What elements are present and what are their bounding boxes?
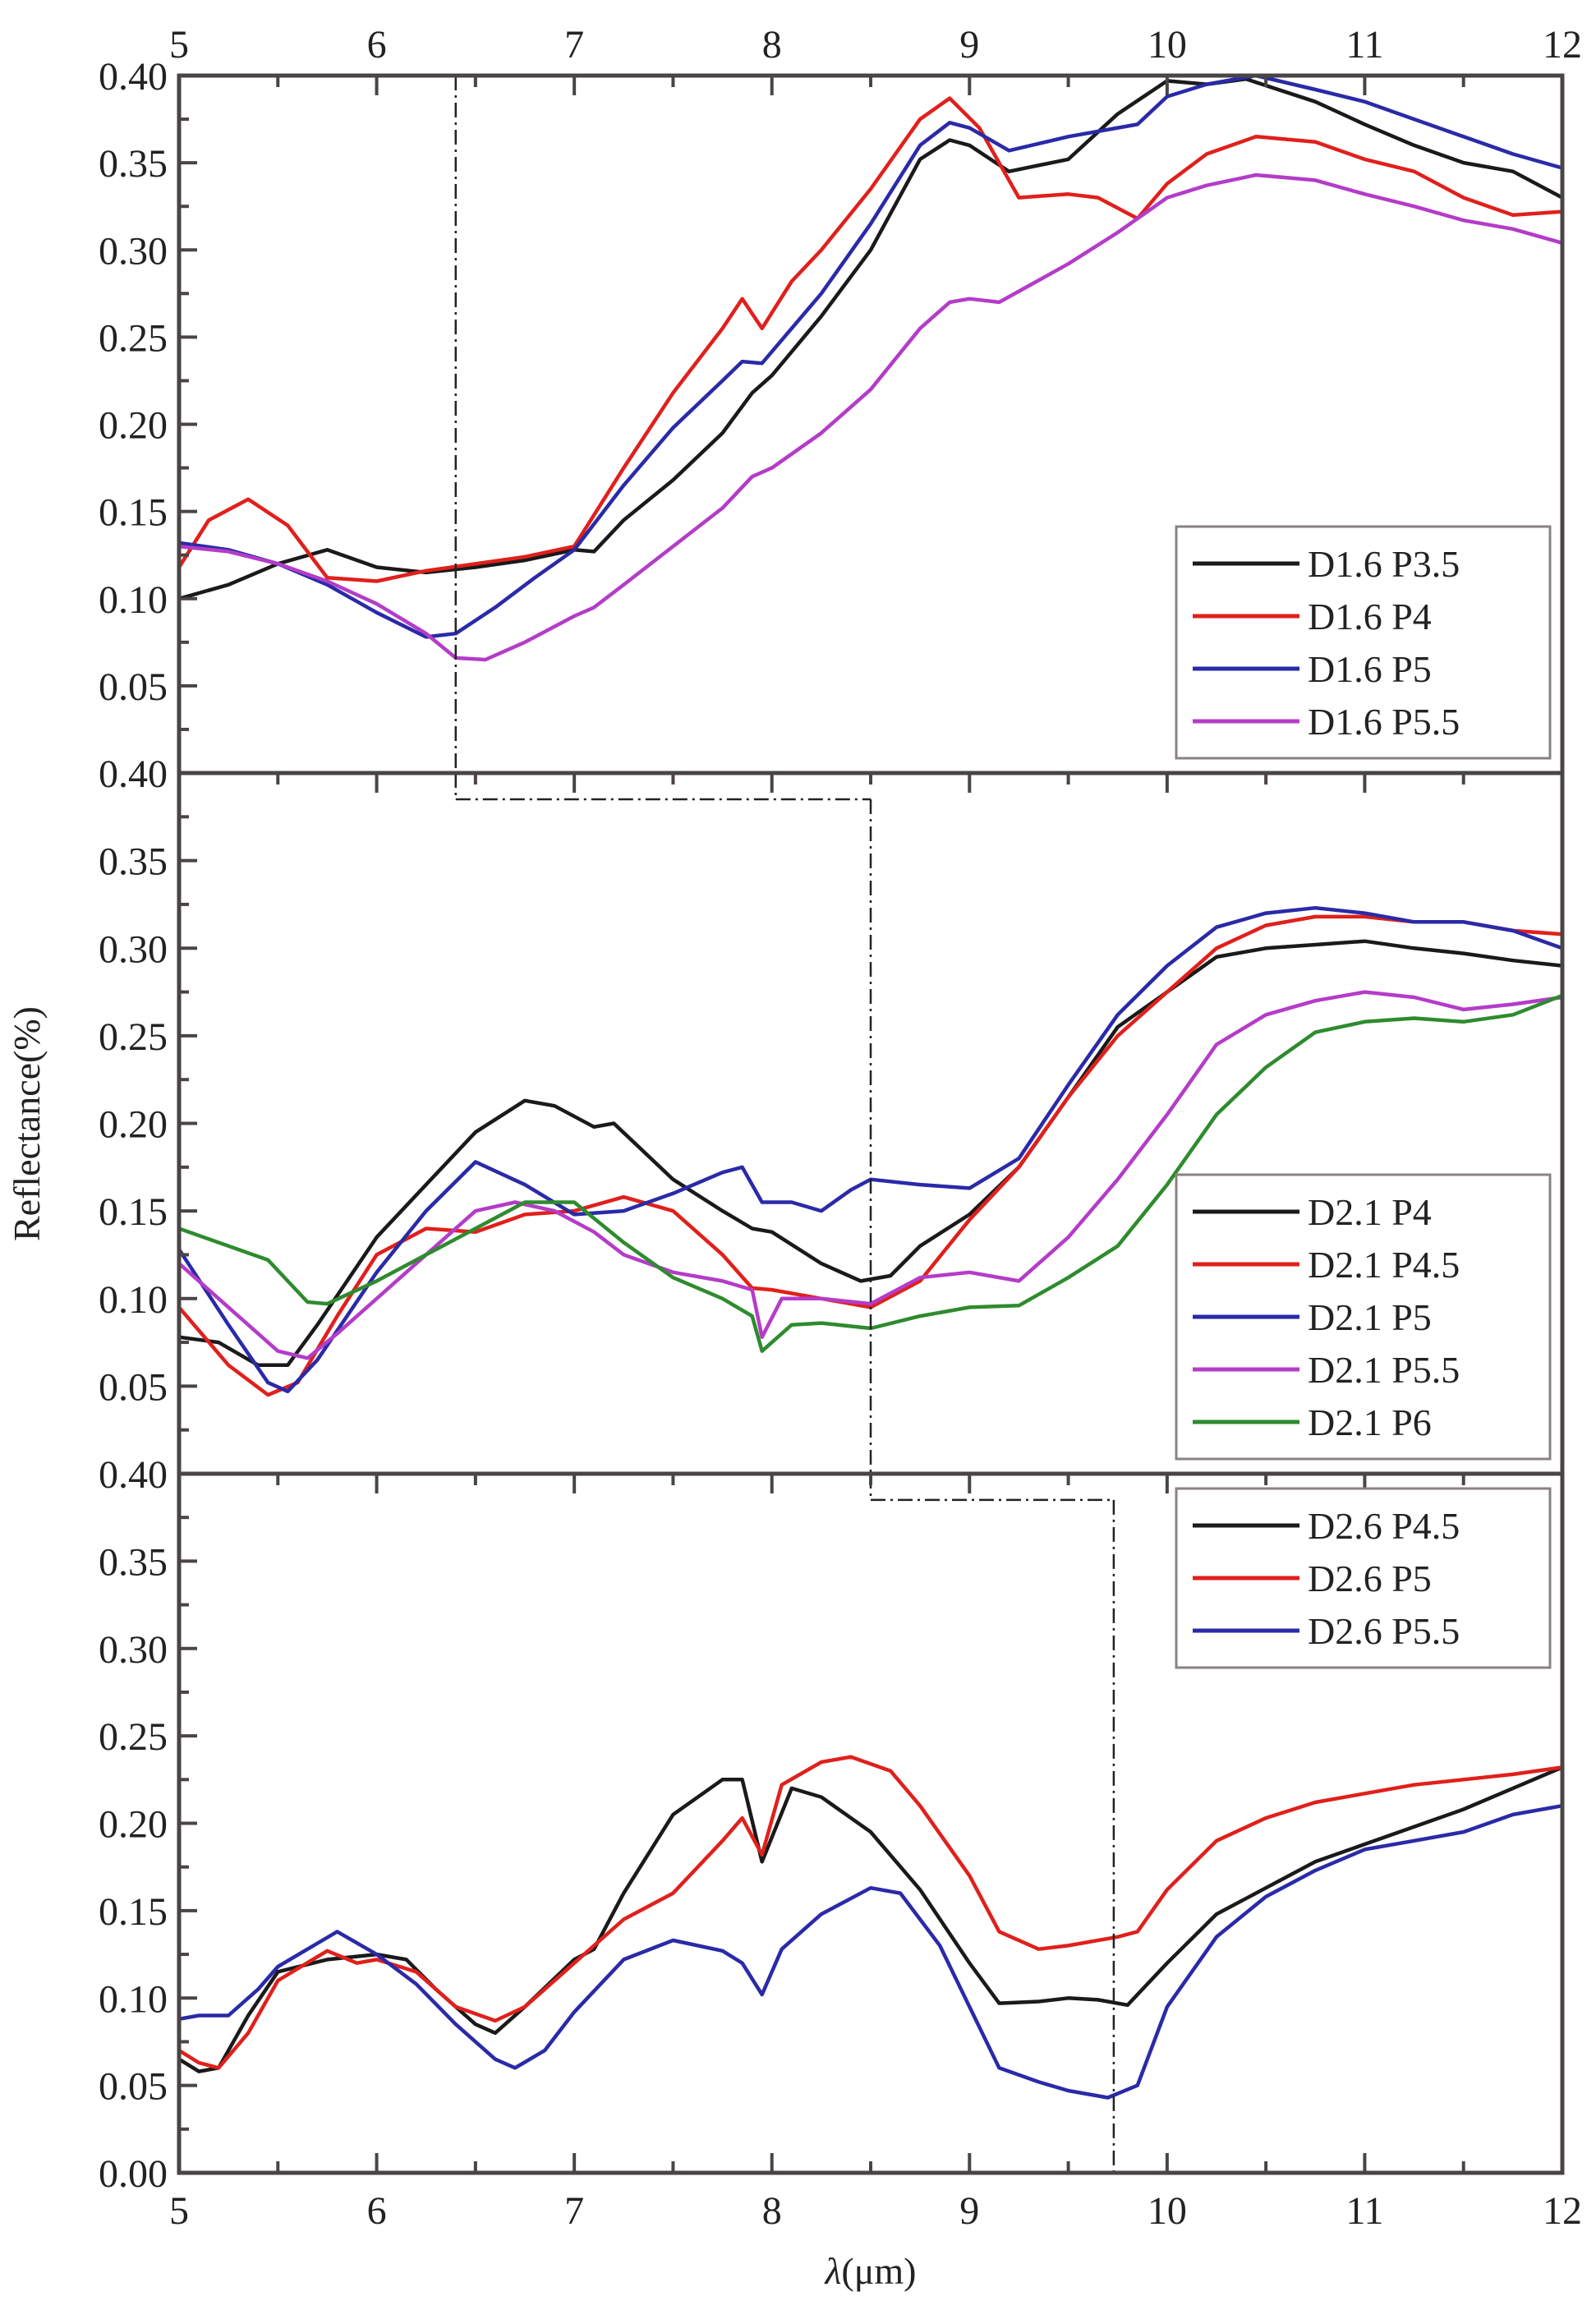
x-axis-unit: (μm)	[841, 2250, 916, 2292]
legend-item: D2.1 P5	[1193, 1296, 1432, 1338]
x-tick-label-bottom: 11	[1345, 2189, 1383, 2233]
x-tick-label-bottom: 12	[1543, 2189, 1582, 2233]
panel-1: 0.05 0.10 0.15 0.20 0.25 0.30 0.35 0.40 D1.6 P3.…	[99, 55, 1565, 775]
y-tick-label: 0.30	[99, 1628, 168, 1672]
legend-item: D1.6 P5	[1193, 648, 1432, 690]
y-tick-label: 0.35	[99, 840, 168, 884]
y-axis-title: Reflectance(%)	[6, 1006, 48, 1241]
legend-label: D1.6 P3.5	[1308, 543, 1460, 585]
y-tick-label: 0.40	[99, 55, 168, 99]
y-tick-label: 0.40	[99, 752, 168, 796]
x-tick-label-top: 9	[959, 23, 979, 67]
panels-layer: 0.05 0.10 0.15 0.20 0.25 0.30 0.35 0.40 D1.6 P3.…	[99, 23, 1582, 2233]
x-tick-label-top: 7	[564, 23, 584, 67]
x-axis-title: λ(μm)	[823, 2250, 916, 2292]
series-line-d2-6-p4-5	[177, 1765, 1565, 2073]
legend-label: D1.6 P5	[1308, 648, 1432, 690]
panel-3: 0.00 0.05 0.10 0.15 0.20 0.25 0.30 0.35 0.40 D2.6…	[99, 1453, 1565, 2196]
x-axis-symbol: λ	[823, 2250, 841, 2292]
legend-label: D2.6 P4.5	[1308, 1505, 1460, 1547]
y-tick-label: 0.35	[99, 1540, 168, 1584]
legend-label: D2.1 P5.5	[1308, 1349, 1460, 1391]
x-tick-label-top: 8	[762, 23, 782, 67]
legend-item: D1.6 P5.5	[1193, 701, 1460, 743]
legend-item: D2.6 P5.5	[1193, 1610, 1460, 1652]
y-tick-label: 0.05	[99, 2065, 168, 2109]
legend-label: D2.6 P5.5	[1308, 1610, 1460, 1652]
legend-label: D2.1 P4	[1308, 1191, 1432, 1233]
series-line-d2-1-p5	[177, 905, 1565, 1394]
y-tick-label: 0.25	[99, 316, 168, 360]
y-tick-label: 0.30	[99, 229, 168, 273]
y-tick-label: 0.20	[99, 1803, 168, 1847]
y-tick-label: 0.25	[99, 1015, 168, 1059]
y-tick-label: 0.15	[99, 491, 168, 535]
x-tick-label-top: 6	[367, 23, 387, 67]
y-tick-label: 0.05	[99, 665, 168, 709]
y-tick-label: 0.00	[99, 2152, 168, 2196]
series-line-d1-6-p3-5	[177, 76, 1565, 601]
series-line-d2-6-p5	[177, 1755, 1565, 2070]
y-tick-label: 0.10	[99, 578, 168, 622]
y-tick-label: 0.35	[99, 142, 168, 186]
y-tick-label: 0.10	[99, 1278, 168, 1322]
series-line-d2-1-p6	[177, 993, 1565, 1353]
legend-item: D2.1 P5.5	[1193, 1349, 1460, 1391]
x-tick-label-bottom: 9	[959, 2189, 979, 2233]
y-tick-label: 0.05	[99, 1365, 168, 1409]
legend-item: D2.6 P4.5	[1193, 1505, 1460, 1547]
y-tick-label: 0.20	[99, 404, 168, 448]
y-tick-label: 0.15	[99, 1890, 168, 1934]
y-tick-label: 0.30	[99, 927, 168, 971]
y-tick-label: 0.15	[99, 1190, 168, 1234]
x-tick-label-bottom: 8	[762, 2189, 782, 2233]
legend-label: D2.6 P5	[1308, 1558, 1432, 1599]
x-tick-label-bottom: 10	[1148, 2189, 1187, 2233]
legend-item: D2.6 P5	[1193, 1558, 1432, 1599]
legend-box	[1175, 1487, 1552, 1669]
y-tick-label: 0.10	[99, 1977, 168, 2021]
legend-item: D2.1 P4.5	[1193, 1244, 1460, 1286]
legend-item: D1.6 P3.5	[1193, 543, 1460, 585]
y-tick-label: 0.20	[99, 1103, 168, 1147]
series-line-d2-1-p5-5	[177, 990, 1565, 1360]
legend: D2.6 P4.5 D2.6 P5 D2.6 P5.5	[1175, 1487, 1552, 1669]
legend-label: D2.1 P4.5	[1308, 1244, 1460, 1286]
x-tick-label-top: 5	[169, 23, 189, 67]
legend-item: D2.1 P6	[1193, 1401, 1432, 1443]
x-tick-label-bottom: 5	[169, 2189, 189, 2233]
y-tick-label: 0.25	[99, 1715, 168, 1759]
x-tick-label-top: 11	[1345, 23, 1383, 67]
series-line-d1-6-p5-5	[177, 173, 1565, 662]
legend: D1.6 P3.5 D1.6 P4 D1.6 P5 D1.6 P5.5	[1175, 525, 1552, 760]
legend-item: D1.6 P4	[1193, 596, 1432, 637]
series-line-d2-1-p4	[177, 939, 1565, 1368]
x-tick-label-top: 12	[1543, 23, 1582, 67]
legend-label: D2.1 P5	[1308, 1296, 1432, 1338]
y-tick-label: 0.40	[99, 1453, 168, 1497]
legend-label: D1.6 P4	[1308, 596, 1432, 637]
legend-label: D2.1 P6	[1308, 1401, 1432, 1443]
series-line-d2-6-p5-5	[177, 1803, 1565, 2100]
legend: D2.1 P4 D2.1 P4.5 D2.1 P5 D2.1 P5.5 D2.1 P6	[1175, 1173, 1552, 1461]
legend-item: D2.1 P4	[1193, 1191, 1432, 1233]
x-tick-label-bottom: 6	[367, 2189, 387, 2233]
x-tick-label-bottom: 7	[564, 2189, 584, 2233]
x-tick-label-top: 10	[1148, 23, 1187, 67]
series-line-d1-6-p4	[177, 96, 1565, 583]
legend-label: D1.6 P5.5	[1308, 701, 1460, 743]
